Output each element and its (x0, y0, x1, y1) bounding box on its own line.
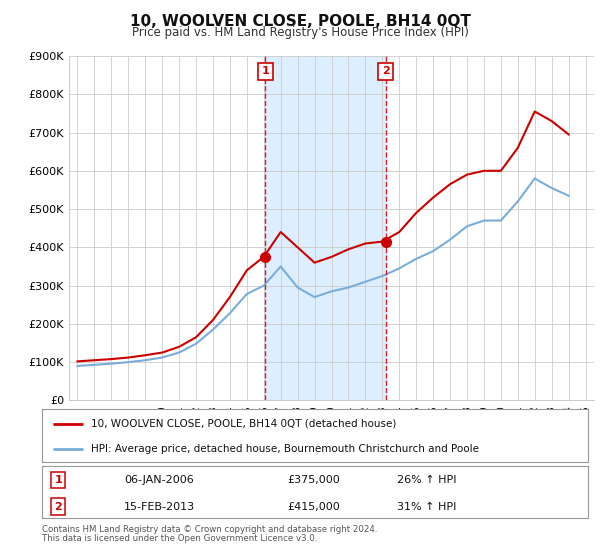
Text: 06-JAN-2006: 06-JAN-2006 (124, 475, 194, 485)
Text: 2: 2 (55, 502, 62, 511)
Text: HPI: Average price, detached house, Bournemouth Christchurch and Poole: HPI: Average price, detached house, Bour… (91, 444, 479, 454)
Text: £375,000: £375,000 (288, 475, 340, 485)
Text: 1: 1 (55, 475, 62, 485)
Bar (265, 56, 386, 400)
Text: 31% ↑ HPI: 31% ↑ HPI (397, 502, 456, 511)
Text: 10, WOOLVEN CLOSE, POOLE, BH14 0QT (detached house): 10, WOOLVEN CLOSE, POOLE, BH14 0QT (deta… (91, 419, 397, 429)
Text: £415,000: £415,000 (288, 502, 340, 511)
Text: This data is licensed under the Open Government Licence v3.0.: This data is licensed under the Open Gov… (42, 534, 317, 543)
Text: 1: 1 (262, 66, 269, 76)
Text: 2: 2 (382, 66, 389, 76)
Text: 26% ↑ HPI: 26% ↑ HPI (397, 475, 457, 485)
Text: Contains HM Land Registry data © Crown copyright and database right 2024.: Contains HM Land Registry data © Crown c… (42, 525, 377, 534)
Text: Price paid vs. HM Land Registry's House Price Index (HPI): Price paid vs. HM Land Registry's House … (131, 26, 469, 39)
Text: 15-FEB-2013: 15-FEB-2013 (124, 502, 195, 511)
Text: 10, WOOLVEN CLOSE, POOLE, BH14 0QT: 10, WOOLVEN CLOSE, POOLE, BH14 0QT (130, 14, 470, 29)
